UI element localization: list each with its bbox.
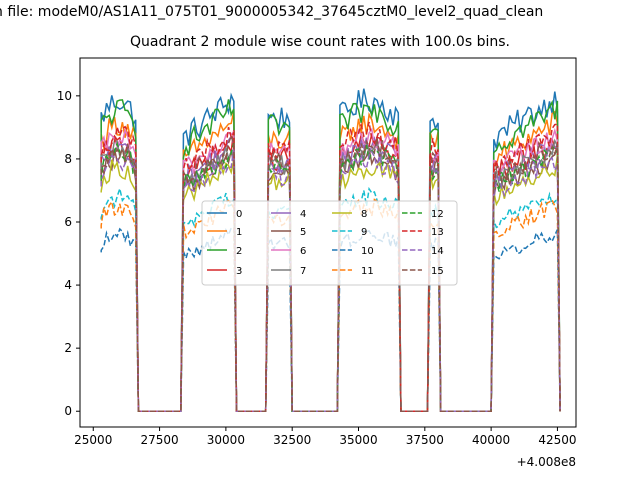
x-tick-label: 37500: [406, 433, 444, 447]
axes-frame: [79, 57, 577, 428]
series-line-2: [100, 99, 561, 412]
legend-label-2: 2: [236, 246, 242, 257]
figure-suptitle: n file: modeM0/AS1A11_075T01_9000005342_…: [0, 4, 544, 20]
legend-label-11: 11: [361, 266, 374, 277]
legend-label-13: 13: [431, 227, 444, 238]
legend-label-8: 8: [361, 209, 367, 220]
series-line-15: [100, 133, 561, 412]
x-tick-label: 32500: [273, 433, 311, 447]
series-line-0: [100, 88, 561, 412]
y-tick-label: 6: [64, 215, 72, 229]
x-tick-label: 27500: [140, 433, 178, 447]
x-offset-label: +4.008e8: [517, 455, 576, 469]
x-tick-label: 42500: [538, 433, 576, 447]
legend-frame: [201, 200, 458, 286]
x-tick-label: 30000: [207, 433, 245, 447]
y-tick-label: 0: [64, 404, 72, 418]
legend-label-6: 6: [300, 246, 306, 257]
legend-label-4: 4: [300, 209, 306, 220]
legend-label-0: 0: [236, 209, 242, 220]
y-tick-label: 10: [57, 89, 72, 103]
legend-label-15: 15: [431, 266, 444, 277]
x-tick-label: 25000: [74, 433, 112, 447]
x-tick-label: 40000: [472, 433, 510, 447]
y-tick-label: 2: [64, 341, 72, 355]
legend-label-5: 5: [300, 227, 306, 238]
y-tick-label: 8: [64, 152, 72, 166]
series-line-12: [100, 141, 561, 412]
x-tick-label: 35000: [339, 433, 377, 447]
series-line-6: [100, 127, 561, 412]
legend-label-7: 7: [300, 266, 306, 277]
series-line-14: [100, 147, 561, 412]
legend-label-1: 1: [236, 227, 242, 238]
legend-label-10: 10: [361, 246, 374, 257]
legend-label-12: 12: [431, 209, 444, 220]
legend-label-3: 3: [236, 266, 242, 277]
series-line-13: [100, 121, 561, 412]
chart-title: Quadrant 2 module wise count rates with …: [130, 34, 510, 50]
legend-label-14: 14: [431, 246, 444, 257]
y-tick-label: 4: [64, 278, 72, 292]
legend-label-9: 9: [361, 227, 367, 238]
series-line-8: [100, 155, 561, 412]
x-axis-ticks: 25000 27500 30000 32500 35000 37500 40000 42500: [74, 427, 577, 447]
y-axis-ticks: 0 2 4 6 8 10: [57, 89, 80, 418]
